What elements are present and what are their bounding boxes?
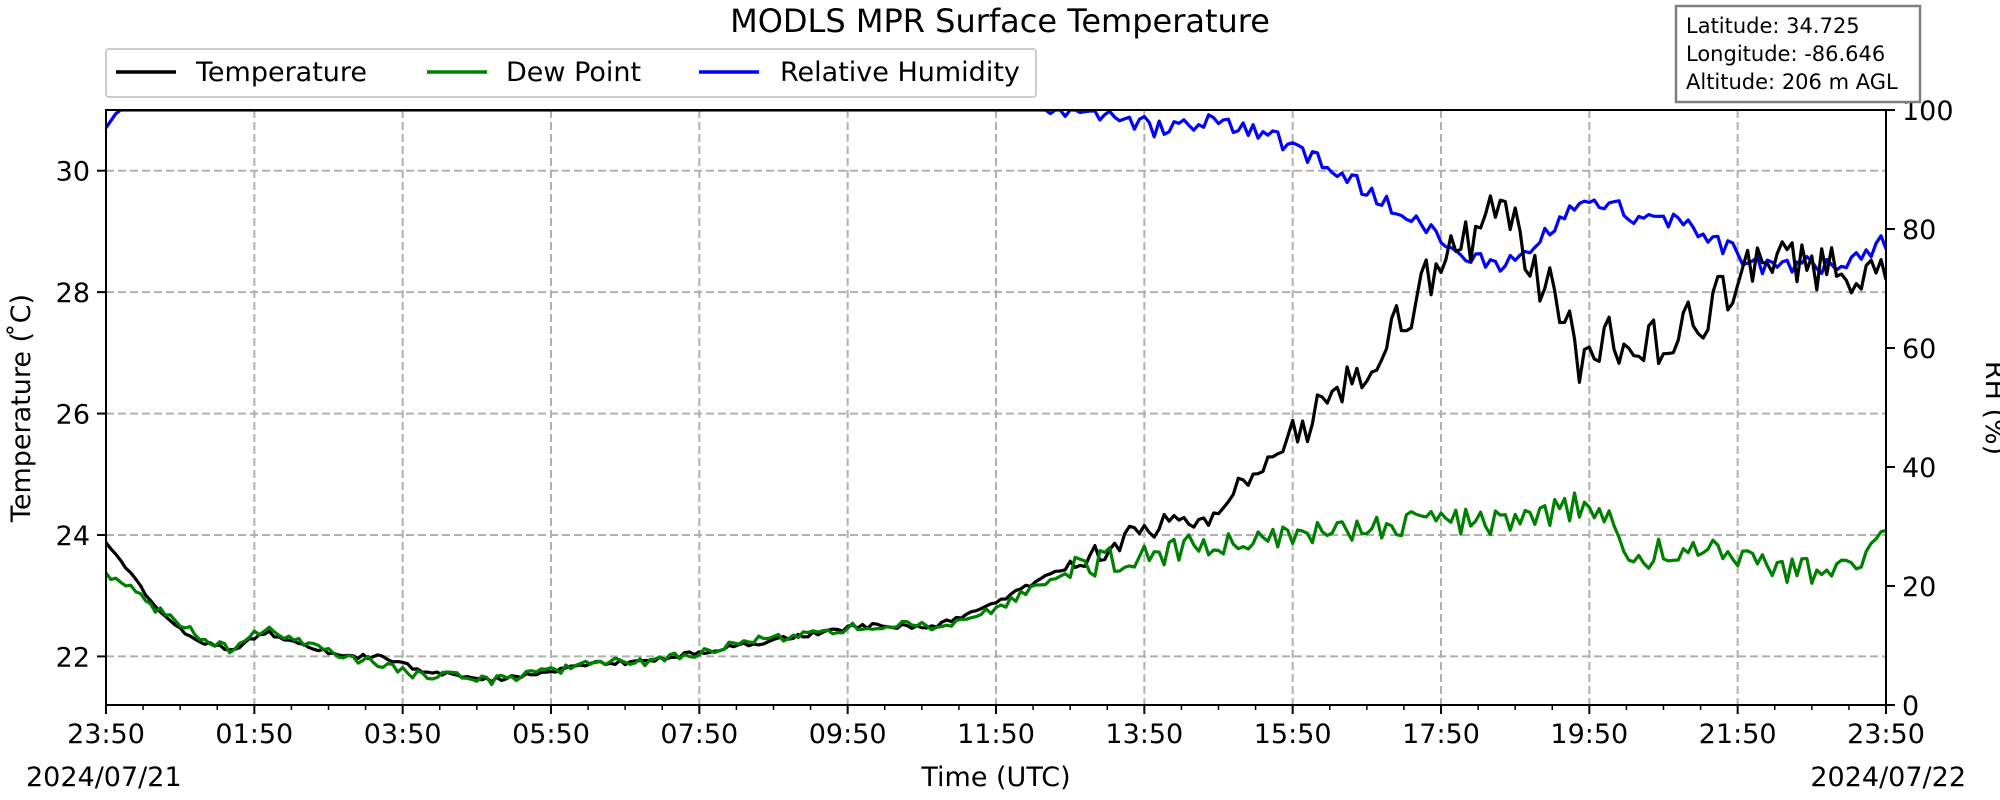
y-axis-left: 22 24 26 28 30 xyxy=(56,157,106,673)
series-layer xyxy=(106,110,1886,687)
y-tick-label: 22 xyxy=(56,642,90,673)
series-line-temperature xyxy=(106,194,1886,684)
x-axis: 23:50 01:50 03:50 05:50 07:50 09:50 11:50 13:50… xyxy=(67,705,1925,750)
latitude-label: Latitude: 34.725 xyxy=(1686,14,1860,38)
x-tick-label: 11:50 xyxy=(957,719,1035,750)
longitude-label: Longitude: -86.646 xyxy=(1686,42,1885,66)
y-tick-label: 24 xyxy=(56,521,90,552)
y2-tick-label: 40 xyxy=(1902,453,1936,484)
x-tick-label: 09:50 xyxy=(809,719,887,750)
x-tick-label: 15:50 xyxy=(1254,719,1332,750)
x-tick-label: 01:50 xyxy=(215,719,293,750)
legend-label-relative-humidity: Relative Humidity xyxy=(780,57,1020,88)
y-tick-label: 26 xyxy=(56,400,90,431)
chart-title: MODLS MPR Surface Temperature xyxy=(730,2,1270,40)
y2-tick-label: 0 xyxy=(1902,691,1919,722)
y-tick-label: 28 xyxy=(56,278,90,309)
x-tick-label: 07:50 xyxy=(660,719,738,750)
x-tick-label: 03:50 xyxy=(364,719,442,750)
grid-layer xyxy=(106,110,1886,705)
series-line-relative-humidity xyxy=(106,110,1886,276)
info-box-frame xyxy=(1674,4,1922,104)
altitude-label: Altitude: 206 m AGL xyxy=(1686,70,1898,94)
x-tick-label: 23:50 xyxy=(67,719,145,750)
x-tick-label: 21:50 xyxy=(1699,719,1777,750)
x-axis-label: Time (UTC) xyxy=(920,762,1070,793)
y2-tick-label: 80 xyxy=(1902,215,1936,246)
x-tick-label: 13:50 xyxy=(1105,719,1183,750)
x-tick-label: 05:50 xyxy=(512,719,590,750)
legend: Temperature Dew Point Relative Humidity xyxy=(105,48,1037,98)
legend-frame xyxy=(105,48,1037,98)
y-axis-label: Temperature ( ̊C) xyxy=(6,294,37,523)
y2-tick-label: 60 xyxy=(1902,334,1936,365)
station-info-box: Latitude: 34.725 Longitude: -86.646 Alti… xyxy=(1674,4,1922,104)
x-tick-label: 19:50 xyxy=(1550,719,1628,750)
end-date-label: 2024/07/22 xyxy=(1810,762,1966,793)
y2-axis-label: RH (%) xyxy=(1979,361,2000,455)
legend-label-temperature: Temperature xyxy=(195,57,367,88)
series-line-dew-point xyxy=(106,491,1886,687)
start-date-label: 2024/07/21 xyxy=(26,762,182,793)
y2-tick-label: 20 xyxy=(1902,572,1936,603)
x-tick-label: 23:50 xyxy=(1847,719,1925,750)
x-tick-label: 17:50 xyxy=(1402,719,1480,750)
legend-label-dew-point: Dew Point xyxy=(506,57,641,88)
y-tick-label: 30 xyxy=(56,157,90,188)
